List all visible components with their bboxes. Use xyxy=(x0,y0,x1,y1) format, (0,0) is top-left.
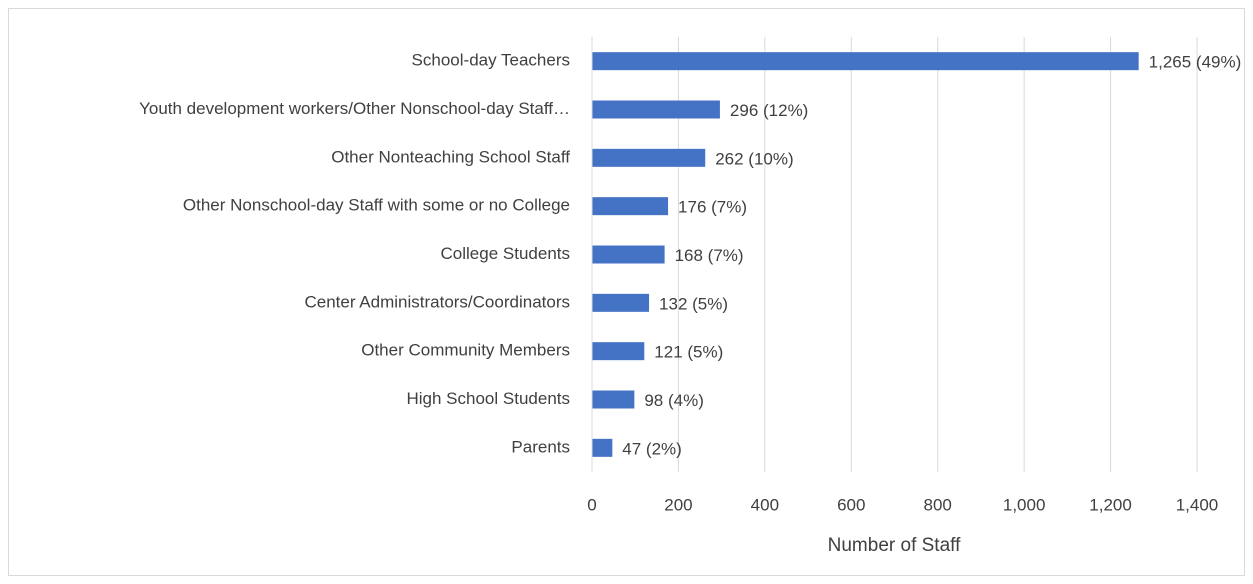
y-tick-label: Youth development workers/Other Nonschoo… xyxy=(139,99,570,118)
y-tick-label: School-day Teachers xyxy=(412,51,570,70)
y-tick-label: Center Administrators/Coordinators xyxy=(304,292,570,311)
y-tick-label: Other Community Members xyxy=(361,341,570,360)
chart-frame xyxy=(8,8,1245,576)
bar xyxy=(592,100,720,119)
data-label: 1,265 (49%) xyxy=(1149,53,1242,72)
bar xyxy=(592,197,669,216)
x-tick-label: 1,000 xyxy=(1003,495,1046,514)
x-tick-label: 200 xyxy=(664,495,692,514)
data-label: 132 (5%) xyxy=(659,294,728,313)
data-label: 47 (2%) xyxy=(622,439,682,458)
data-label: 98 (4%) xyxy=(644,391,704,410)
x-tick-label: 0 xyxy=(587,495,596,514)
bar xyxy=(592,293,650,312)
x-tick-label: 800 xyxy=(924,495,952,514)
y-tick-label: Other Nonschool-day Staff with some or n… xyxy=(183,196,570,215)
data-label: 176 (7%) xyxy=(678,198,747,217)
x-tick-label: 1,400 xyxy=(1176,495,1219,514)
y-tick-label: College Students xyxy=(441,244,570,263)
bar xyxy=(592,245,665,264)
bar xyxy=(592,148,706,167)
bar xyxy=(592,390,635,409)
y-tick-label: High School Students xyxy=(407,389,571,408)
x-tick-label: 400 xyxy=(751,495,779,514)
y-tick-label: Other Nonteaching School Staff xyxy=(331,147,570,166)
x-axis-title: Number of Staff xyxy=(828,535,961,556)
x-tick-label: 600 xyxy=(837,495,865,514)
data-label: 296 (12%) xyxy=(730,101,808,120)
bar xyxy=(592,52,1139,71)
y-tick-label: Parents xyxy=(511,437,570,456)
bar xyxy=(592,438,613,457)
x-tick-label: 1,200 xyxy=(1089,495,1132,514)
data-label: 262 (10%) xyxy=(715,149,793,168)
bar xyxy=(592,342,645,361)
data-label: 168 (7%) xyxy=(675,246,744,265)
data-label: 121 (5%) xyxy=(654,343,723,362)
